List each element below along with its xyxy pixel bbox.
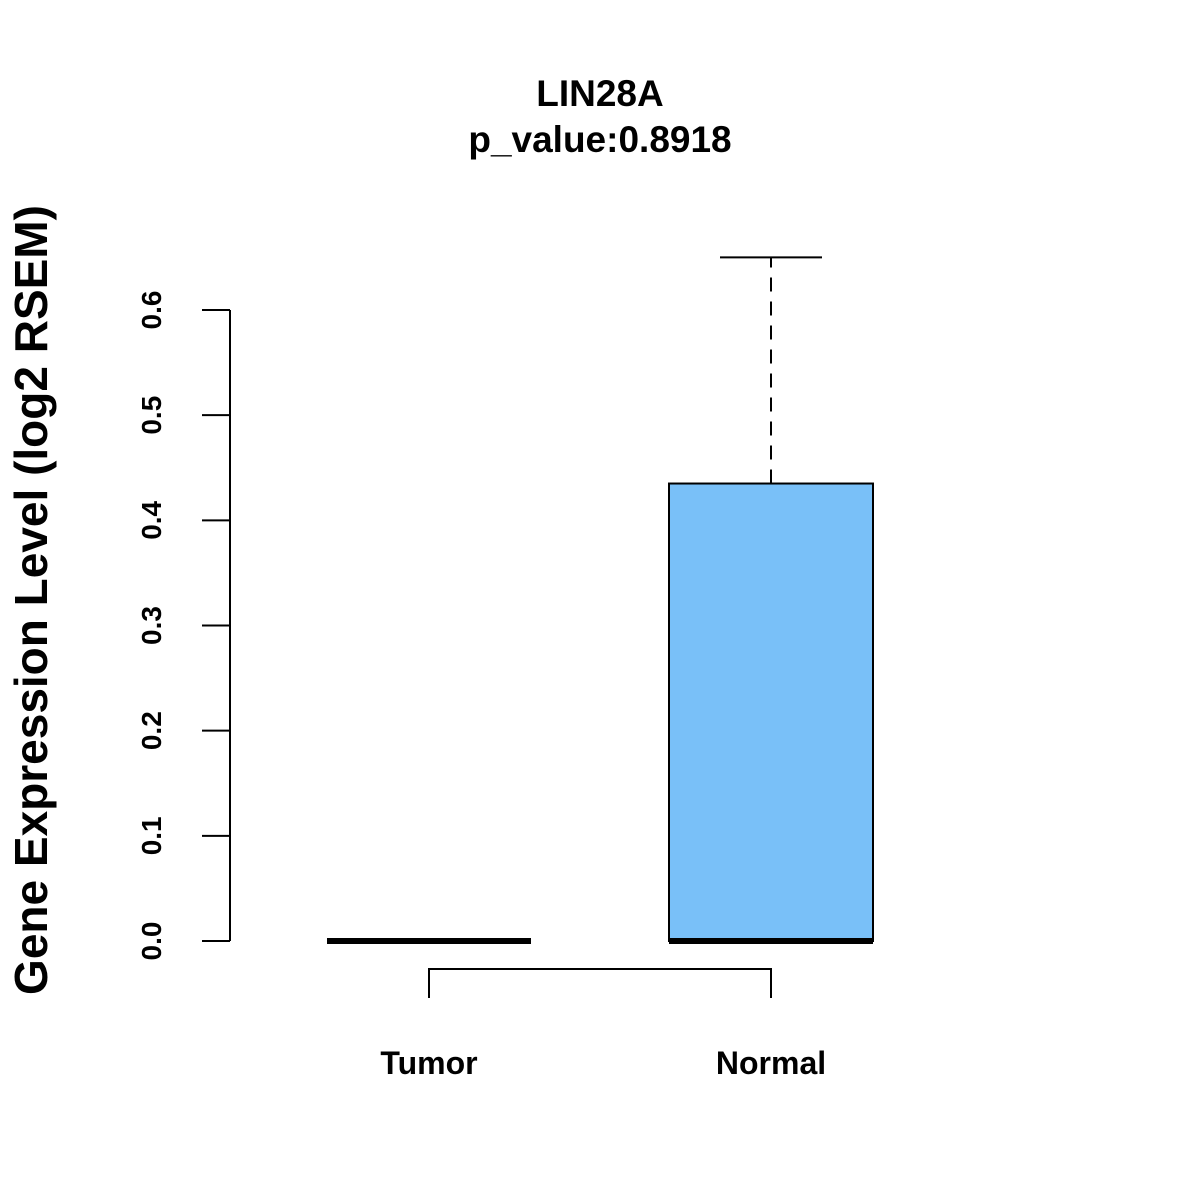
- y-tick-label: 0.0: [136, 922, 167, 961]
- boxes-group: [327, 256, 874, 944]
- category-labels: Tumor Normal: [380, 1045, 826, 1081]
- box-normal: [668, 256, 874, 944]
- y-tick-label: 0.6: [136, 291, 167, 330]
- y-tick-label: 0.2: [136, 711, 167, 750]
- category-label-normal: Normal: [716, 1045, 826, 1081]
- bracket-line: [428, 968, 772, 998]
- chart-title: LIN28A: [536, 73, 663, 114]
- y-tick-label: 0.1: [136, 816, 167, 855]
- box-body: [668, 482, 874, 942]
- y-tick-label: 0.5: [136, 396, 167, 435]
- y-axis-label: Gene Expression Level (log2 RSEM): [5, 205, 57, 995]
- y-tick-label: 0.4: [136, 500, 167, 539]
- category-label-tumor: Tumor: [380, 1045, 477, 1081]
- chart-subtitle: p_value:0.8918: [468, 119, 731, 160]
- y-tick-label: 0.3: [136, 606, 167, 645]
- y-axis: 0.0 0.1 0.2 0.3 0.4 0.5 0.6: [136, 291, 231, 961]
- comparison-bracket: [428, 968, 772, 998]
